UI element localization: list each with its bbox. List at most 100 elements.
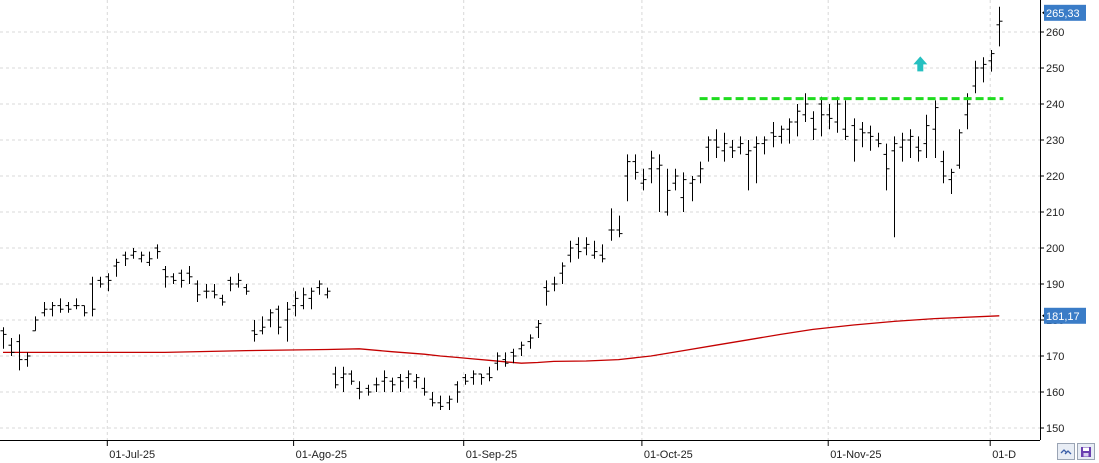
ohlc-bar (583, 237, 590, 256)
ohlc-bar (689, 176, 696, 202)
ohlc-bar (745, 140, 752, 191)
ohlc-bar (340, 366, 347, 392)
ohlc-bar (49, 302, 56, 317)
y-tick-label: 210 (1046, 207, 1064, 219)
ohlc-bar (624, 154, 631, 202)
last-price-badge: 265,33 (1042, 4, 1086, 21)
ohlc-bar (980, 57, 987, 83)
y-tick-label: 170 (1046, 351, 1064, 363)
ohlc-bar-series (0, 6, 1003, 410)
ohlc-bar (680, 172, 687, 212)
ohlc-bar (794, 104, 801, 137)
x-tick-label: 01-Oct-25 (644, 449, 693, 461)
ohlc-bar (632, 154, 639, 180)
ohlc-bar (713, 129, 720, 158)
ohlc-bar (721, 132, 728, 162)
ohlc-bar (259, 316, 266, 335)
ohlc-bar (478, 373, 485, 385)
ohlc-bar (761, 136, 768, 155)
ohlc-bar (818, 96, 825, 137)
ohlc-bar (365, 384, 372, 396)
ohlc-bar (859, 122, 866, 148)
y-tick-label: 150 (1046, 423, 1064, 435)
ohlc-bar (389, 377, 396, 392)
ohlc-bar (948, 168, 955, 194)
ohlc-bar (923, 114, 930, 158)
ohlc-bar (73, 298, 80, 310)
ohlc-bar (778, 125, 785, 144)
svg-text:181,17: 181,17 (1046, 311, 1080, 323)
ohlc-bar (883, 143, 890, 191)
ohlc-bar (494, 352, 501, 371)
ohlc-bar (996, 6, 1003, 47)
ohlc-bar (105, 273, 112, 292)
ohlc-bar (640, 168, 647, 191)
moving-average-badge: 181,17 (1042, 307, 1086, 324)
ohlc-bar (405, 370, 412, 389)
save-button[interactable] (1077, 443, 1095, 460)
ohlc-bar (429, 392, 436, 407)
ohlc-bar (551, 276, 558, 292)
ohlc-bar (146, 251, 153, 266)
ohlc-bar (324, 287, 331, 299)
ohlc-bar (57, 298, 64, 313)
ohlc-bar (8, 338, 15, 356)
ohlc-bar (940, 150, 947, 184)
ohlc-bar (705, 136, 712, 162)
ohlc-bar (875, 132, 882, 148)
zoom-button[interactable] (1057, 443, 1075, 460)
ohlc-bar (826, 104, 833, 130)
ohlc-bar (535, 320, 542, 338)
ohlc-bar (178, 269, 185, 288)
y-tick-label: 260 (1046, 27, 1064, 39)
ohlc-bar (842, 100, 849, 140)
y-tick-label: 160 (1046, 387, 1064, 399)
ohlc-bar (24, 352, 31, 367)
x-tick-label: 01-Jul-25 (109, 449, 155, 461)
ohlc-bar (138, 251, 145, 263)
ohlc-bar (988, 50, 995, 72)
ohlc-bar (664, 168, 671, 216)
ohlc-bar (194, 280, 201, 302)
ohlc-bar (122, 251, 129, 266)
y-tick-label: 230 (1046, 135, 1064, 147)
ohlc-bar (567, 240, 574, 263)
up-arrow-icon (913, 56, 928, 72)
ohlc-bar (89, 276, 96, 317)
ohlc-bar (397, 374, 404, 392)
ohlc-bar (851, 118, 858, 162)
ohlc-bar (316, 280, 323, 295)
ohlc-bar (446, 395, 453, 410)
ohlc-bar (170, 273, 177, 284)
ohlc-bar (591, 240, 598, 259)
ohlc-bar (956, 129, 963, 169)
x-tick-label: 01-Sep-25 (466, 449, 517, 461)
ohlc-bar (0, 327, 7, 349)
ohlc-bar (599, 244, 606, 263)
ohlc-bar (753, 136, 760, 184)
ohlc-bar (802, 93, 809, 122)
ohlc-bar (275, 305, 282, 335)
ohlc-bar (251, 320, 258, 342)
x-tick-label: 01-Ago-25 (296, 449, 347, 461)
ohlc-bar (332, 366, 339, 389)
ohlc-bar (648, 150, 655, 184)
y-tick-label: 220 (1046, 171, 1064, 183)
svg-text:265,33: 265,33 (1046, 8, 1080, 20)
ohlc-bar (308, 287, 315, 310)
ohlc-bar (113, 258, 120, 277)
ohlc-bar (65, 302, 72, 313)
ohlc-bar (154, 244, 161, 259)
chart-grid (0, 0, 1040, 440)
ohlc-bar (932, 100, 939, 158)
ohlc-bar (211, 284, 218, 299)
ohlc-bar (616, 215, 623, 238)
ohlc-bar (915, 136, 922, 162)
x-tick-label: 01-Nov-25 (830, 449, 881, 461)
ohlc-bar (502, 352, 509, 367)
ohlc-bar (413, 374, 420, 389)
ohlc-bar (810, 111, 817, 140)
ohlc-bar (454, 381, 461, 403)
x-tick-label: 01-D (992, 449, 1016, 461)
ohlc-bar (899, 132, 906, 162)
